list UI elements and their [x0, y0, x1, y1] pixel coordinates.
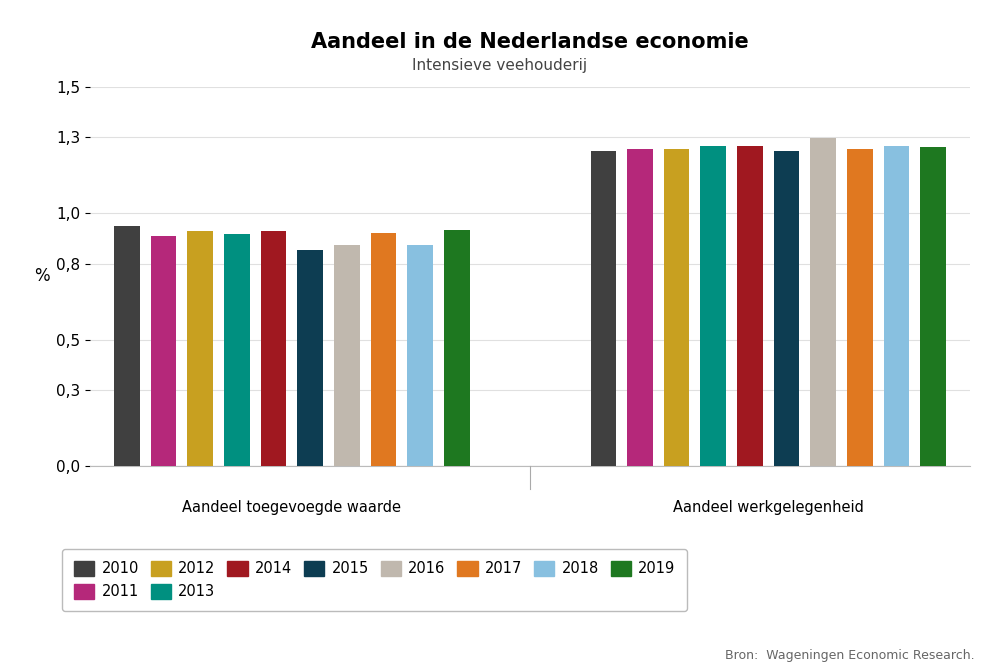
Text: Intensieve veehouderij: Intensieve veehouderij — [412, 58, 588, 73]
Bar — [810, 139, 836, 466]
Bar — [150, 236, 176, 466]
Y-axis label: %: % — [34, 267, 50, 286]
Bar — [407, 245, 433, 466]
Bar — [590, 151, 616, 466]
Bar — [224, 234, 250, 466]
Bar — [297, 250, 323, 466]
Bar — [664, 149, 689, 466]
Legend: 2010, 2011, 2012, 2013, 2014, 2015, 2016, 2017, 2018, 2019: 2010, 2011, 2012, 2013, 2014, 2015, 2016… — [62, 549, 687, 611]
Text: Bron:  Wageningen Economic Research.: Bron: Wageningen Economic Research. — [725, 649, 975, 663]
Bar — [187, 231, 213, 466]
Bar — [114, 226, 140, 466]
Bar — [884, 146, 909, 466]
Bar — [260, 231, 286, 466]
Bar — [444, 230, 470, 466]
Bar — [700, 146, 726, 466]
Bar — [847, 149, 873, 466]
Text: Aandeel werkgelegenheid: Aandeel werkgelegenheid — [673, 500, 864, 515]
Text: Aandeel toegevoegde waarde: Aandeel toegevoegde waarde — [182, 500, 401, 515]
Bar — [370, 233, 396, 466]
Bar — [334, 245, 360, 466]
Bar — [774, 151, 799, 466]
Bar — [920, 147, 946, 466]
Title: Aandeel in de Nederlandse economie: Aandeel in de Nederlandse economie — [311, 32, 749, 52]
Bar — [627, 149, 653, 466]
Bar — [737, 146, 763, 466]
